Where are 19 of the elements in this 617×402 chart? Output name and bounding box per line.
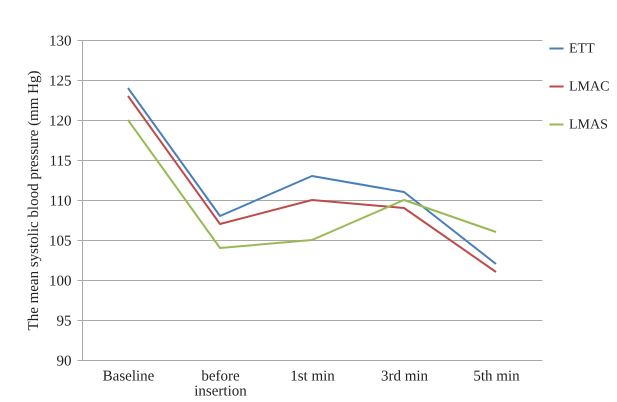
x-tick-label: 1st min [290,368,336,384]
x-tick-label: 5th min [473,368,520,384]
y-tick-label: 120 [49,114,72,130]
y-tick-label: 125 [49,74,72,90]
legend-label: LMAS [569,118,608,132]
y-tick-label: 130 [49,34,72,50]
y-tick-label: 105 [49,234,72,250]
x-tick-label: 3rd min [380,368,429,384]
legend-label: ETT [569,42,596,56]
legend-label: LMAC [569,80,610,94]
line-series [127,119,497,249]
y-tick-label: 95 [56,314,72,330]
x-tick-label: Baseline [102,368,155,384]
y-tick-label: 90 [56,354,72,370]
x-tick-label: before insertion [194,368,248,400]
y-tick-label: 110 [50,194,72,210]
y-axis-title: The mean systolic blood pressure (mm Hg) [26,70,42,330]
y-tick-label: 100 [49,274,72,290]
y-tick-label: 115 [50,154,72,170]
